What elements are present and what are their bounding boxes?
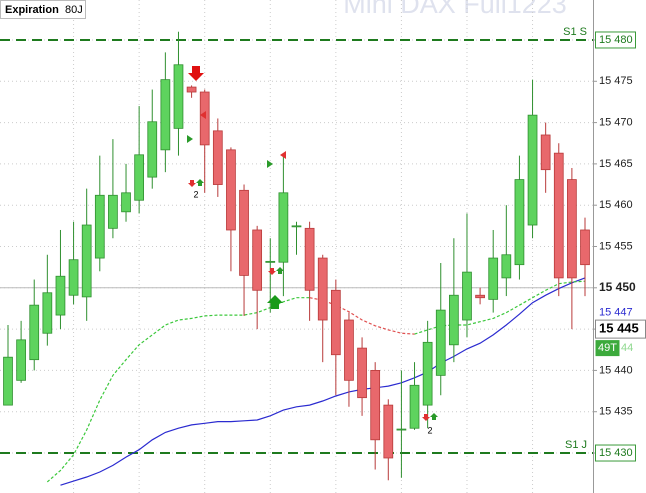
signals: 2 2 [187, 66, 438, 435]
flag [200, 111, 206, 119]
candle-body [422, 341, 433, 406]
title: Expiration [5, 4, 59, 16]
y-tick-label: 15 460 [599, 199, 633, 211]
candle-body [501, 254, 512, 279]
candle-body [553, 152, 564, 279]
candle-body [94, 194, 105, 259]
candle-body [3, 356, 13, 406]
flag [267, 160, 273, 168]
candle-body [475, 294, 485, 299]
candle-body [265, 260, 276, 263]
candle-body [226, 149, 236, 231]
candle-body [317, 257, 328, 321]
signal-count: 2 [427, 425, 432, 435]
small-buy [196, 179, 204, 186]
y-tick-label: 15 465 [599, 158, 633, 170]
small-buy [276, 267, 284, 274]
candle-body [68, 259, 79, 296]
signal-count: 2 [193, 189, 198, 199]
candle-body [383, 404, 394, 459]
small-sell [268, 268, 276, 275]
candle-body [29, 304, 40, 361]
candle-body [435, 309, 446, 376]
candle-body [239, 189, 249, 276]
candle-body [291, 225, 302, 228]
y-tick-label: 15 435 [599, 406, 633, 418]
ma-price: 15 447 [599, 306, 633, 318]
candle-body [357, 347, 367, 399]
y-tick-label: 15 450 [599, 280, 636, 294]
candle-body [134, 154, 144, 201]
flag [187, 135, 193, 143]
timer-box [595, 340, 620, 357]
candle-body [147, 121, 158, 178]
subtitle: 80J [65, 4, 83, 16]
candle-body [580, 229, 590, 266]
level-box [595, 31, 636, 49]
y-tick-label: 15 475 [599, 75, 633, 87]
timer-value: 44 [621, 342, 633, 354]
moving-average [60, 277, 586, 486]
moving-average [309, 297, 415, 335]
flag [280, 151, 286, 159]
candle-body [488, 257, 499, 300]
candle-body [121, 192, 131, 213]
y-tick-label: 15 455 [599, 240, 633, 252]
candle-body [344, 319, 354, 381]
y-tick-label: 15 470 [599, 116, 633, 128]
candle-body [330, 289, 341, 356]
last-price: 15 445 [599, 321, 639, 336]
candle-body [42, 292, 53, 334]
candle-body [409, 384, 420, 429]
candle-body [449, 294, 459, 346]
level-value: 15 480 [599, 34, 633, 46]
y-tick-label: 15 440 [599, 364, 633, 376]
candle-body [540, 134, 551, 171]
candle-body [186, 86, 197, 93]
candle-body [108, 194, 118, 229]
level-value: 15 430 [599, 447, 633, 459]
candle-body [81, 224, 92, 298]
small-buy [430, 413, 438, 420]
candle-body [278, 192, 289, 263]
candle-body [304, 227, 315, 291]
timer: 49T [598, 342, 617, 354]
small-sell [188, 180, 196, 187]
candle-body [160, 79, 171, 151]
buy-arrow [267, 295, 283, 309]
candle-body [396, 428, 407, 431]
candle-body [527, 114, 538, 226]
candle-body [567, 179, 577, 279]
watermark: Mini DAX Full1223 [343, 0, 567, 19]
title-box [0, 0, 86, 19]
candle-body [212, 130, 223, 185]
candle-body [462, 271, 472, 321]
sell-arrow [188, 66, 204, 81]
moving-average [46, 280, 586, 483]
small-sell [422, 414, 430, 421]
candle-body [252, 229, 263, 291]
level-box [595, 444, 636, 462]
candle-body [173, 64, 184, 129]
candle-body [370, 370, 381, 441]
candle-body [514, 179, 525, 266]
candle-body [16, 339, 26, 381]
candle-body [199, 91, 210, 146]
candle-body [55, 275, 66, 316]
level-label: S1 J [565, 439, 587, 451]
level-label: S1 S [563, 26, 587, 38]
